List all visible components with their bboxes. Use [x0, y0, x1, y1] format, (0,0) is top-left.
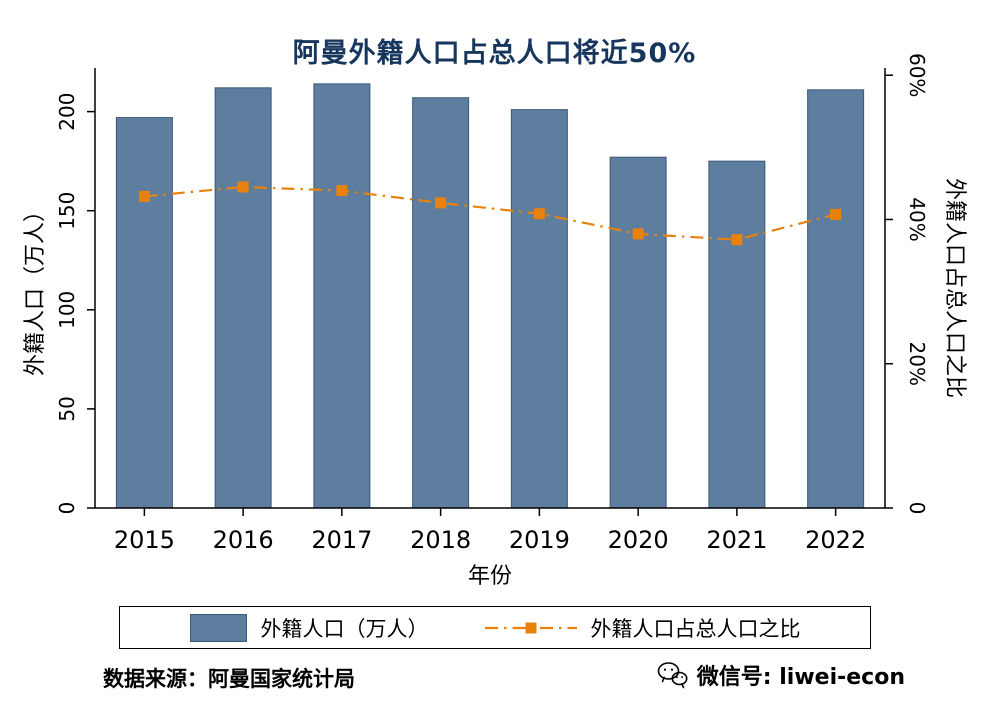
bar-2021 — [708, 160, 766, 509]
bar-series-swatch — [189, 613, 247, 642]
chart-plot-area: 0 50 100 150 200 0 20% 40% 60% 2015 2016 2017 2018 20… — [23, 53, 967, 589]
x-tick-label: 2016 — [213, 526, 274, 554]
line-marker-2019 — [533, 208, 545, 220]
x-tick-label: 2019 — [509, 526, 570, 554]
line-marker-2021 — [731, 234, 743, 246]
x-tick-label: 2021 — [706, 526, 767, 554]
bar-2019 — [510, 109, 568, 509]
wechat-label: 微信号: liwei-econ — [696, 665, 905, 690]
bar-2016 — [214, 87, 272, 509]
chart-title: 阿曼外籍人口占总人口将近50% — [292, 38, 697, 69]
bar-2018 — [412, 97, 470, 509]
ratio-line — [144, 185, 836, 241]
legend-label-bar-series: 外籍人口（万人） — [260, 616, 429, 641]
x-axis-title: 年份 — [468, 564, 512, 589]
right-axis-tick-label: 20% — [905, 342, 929, 386]
right-axis-tick-label: 60% — [905, 53, 929, 97]
right-axis-tick-label: 0 — [905, 502, 929, 515]
x-tick-label: 2022 — [805, 526, 866, 554]
left-axis-tick-label: 0 — [55, 502, 79, 515]
legend-label-line-series: 外籍人口占总人口之比 — [590, 616, 801, 641]
left-axis-tick-label: 200 — [55, 93, 79, 131]
data-source-note: 数据来源：阿曼国家统计局 — [103, 667, 355, 691]
line-series-sample — [484, 622, 577, 633]
bar-2022 — [807, 89, 865, 509]
line-marker-2018 — [435, 197, 447, 209]
left-axis-title: 外籍人口（万人） — [23, 200, 48, 376]
line-marker-2016 — [237, 181, 249, 193]
legend-item-bar-series: 外籍人口（万人） — [189, 613, 429, 643]
line-marker-2022 — [830, 208, 842, 220]
chart-legend: 外籍人口（万人） 外籍人口占总人口之比 — [119, 606, 871, 649]
left-axis-tick-label: 150 — [55, 192, 79, 230]
legend-item-line-series: 外籍人口占总人口之比 — [484, 613, 801, 643]
bar-2015 — [115, 117, 173, 509]
bar-2020 — [609, 156, 667, 509]
right-axis-title: 外籍人口占总人口之比 — [942, 178, 967, 398]
wechat-icon — [657, 662, 688, 689]
x-tick-label: 2017 — [311, 526, 372, 554]
x-tick-label: 2018 — [410, 526, 471, 554]
line-marker-2017 — [336, 185, 348, 197]
wechat-badge: 微信号: liwei-econ — [656, 659, 905, 691]
line-marker-2020 — [632, 228, 644, 240]
x-tick-label: 2020 — [608, 526, 669, 554]
left-axis-tick-label: 100 — [55, 291, 79, 329]
bar-2017 — [313, 83, 371, 509]
line-marker-2015 — [138, 190, 150, 202]
left-axis-tick-label: 50 — [55, 396, 79, 421]
x-tick-label: 2015 — [114, 526, 175, 554]
right-axis-tick-label: 40% — [905, 197, 929, 241]
